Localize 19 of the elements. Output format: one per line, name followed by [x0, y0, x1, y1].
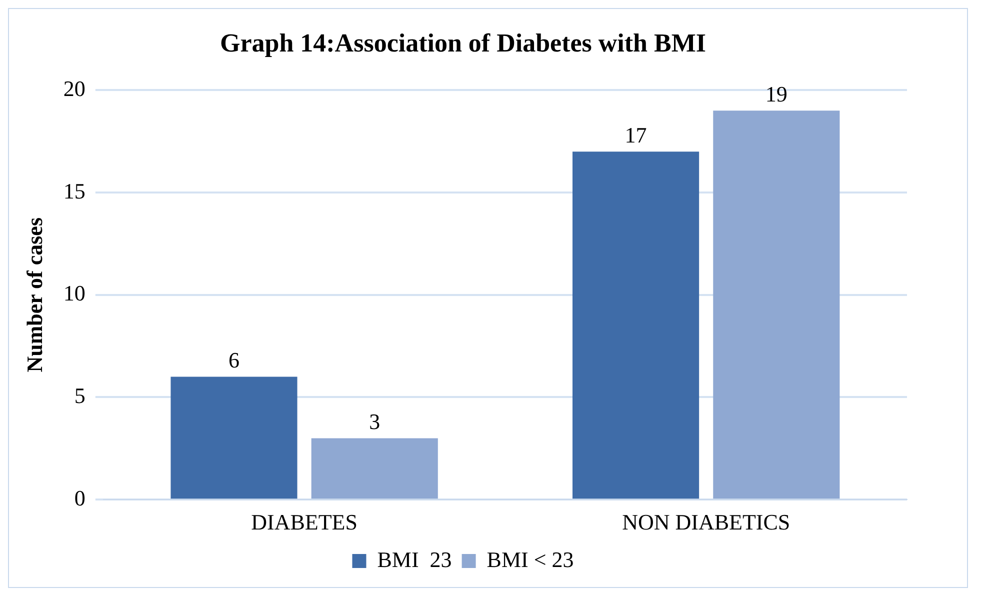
- legend-label: BMI 23: [377, 546, 452, 572]
- data-label: 3: [369, 408, 380, 434]
- data-label: 6: [228, 348, 240, 373]
- y-tick-label: 0: [74, 485, 86, 510]
- data-label: 19: [765, 81, 788, 106]
- legend-label: BMI < 23: [486, 546, 574, 572]
- bar: [572, 152, 700, 499]
- x-tick-label: NON DIABETICS: [622, 510, 790, 535]
- bar: [311, 438, 438, 499]
- y-tick-label: 20: [63, 76, 86, 101]
- y-tick-label: 10: [63, 280, 86, 306]
- y-axis-title: Number of cases: [22, 217, 47, 372]
- chart-title: Graph 14:Association of Diabetes with BMI: [220, 28, 706, 58]
- x-tick-label: DIABETES: [251, 510, 358, 535]
- data-label: 17: [624, 122, 647, 148]
- y-tick-label: 15: [63, 178, 86, 204]
- y-tick-label: 5: [74, 383, 86, 408]
- bar: [170, 376, 298, 499]
- bar: [713, 110, 840, 499]
